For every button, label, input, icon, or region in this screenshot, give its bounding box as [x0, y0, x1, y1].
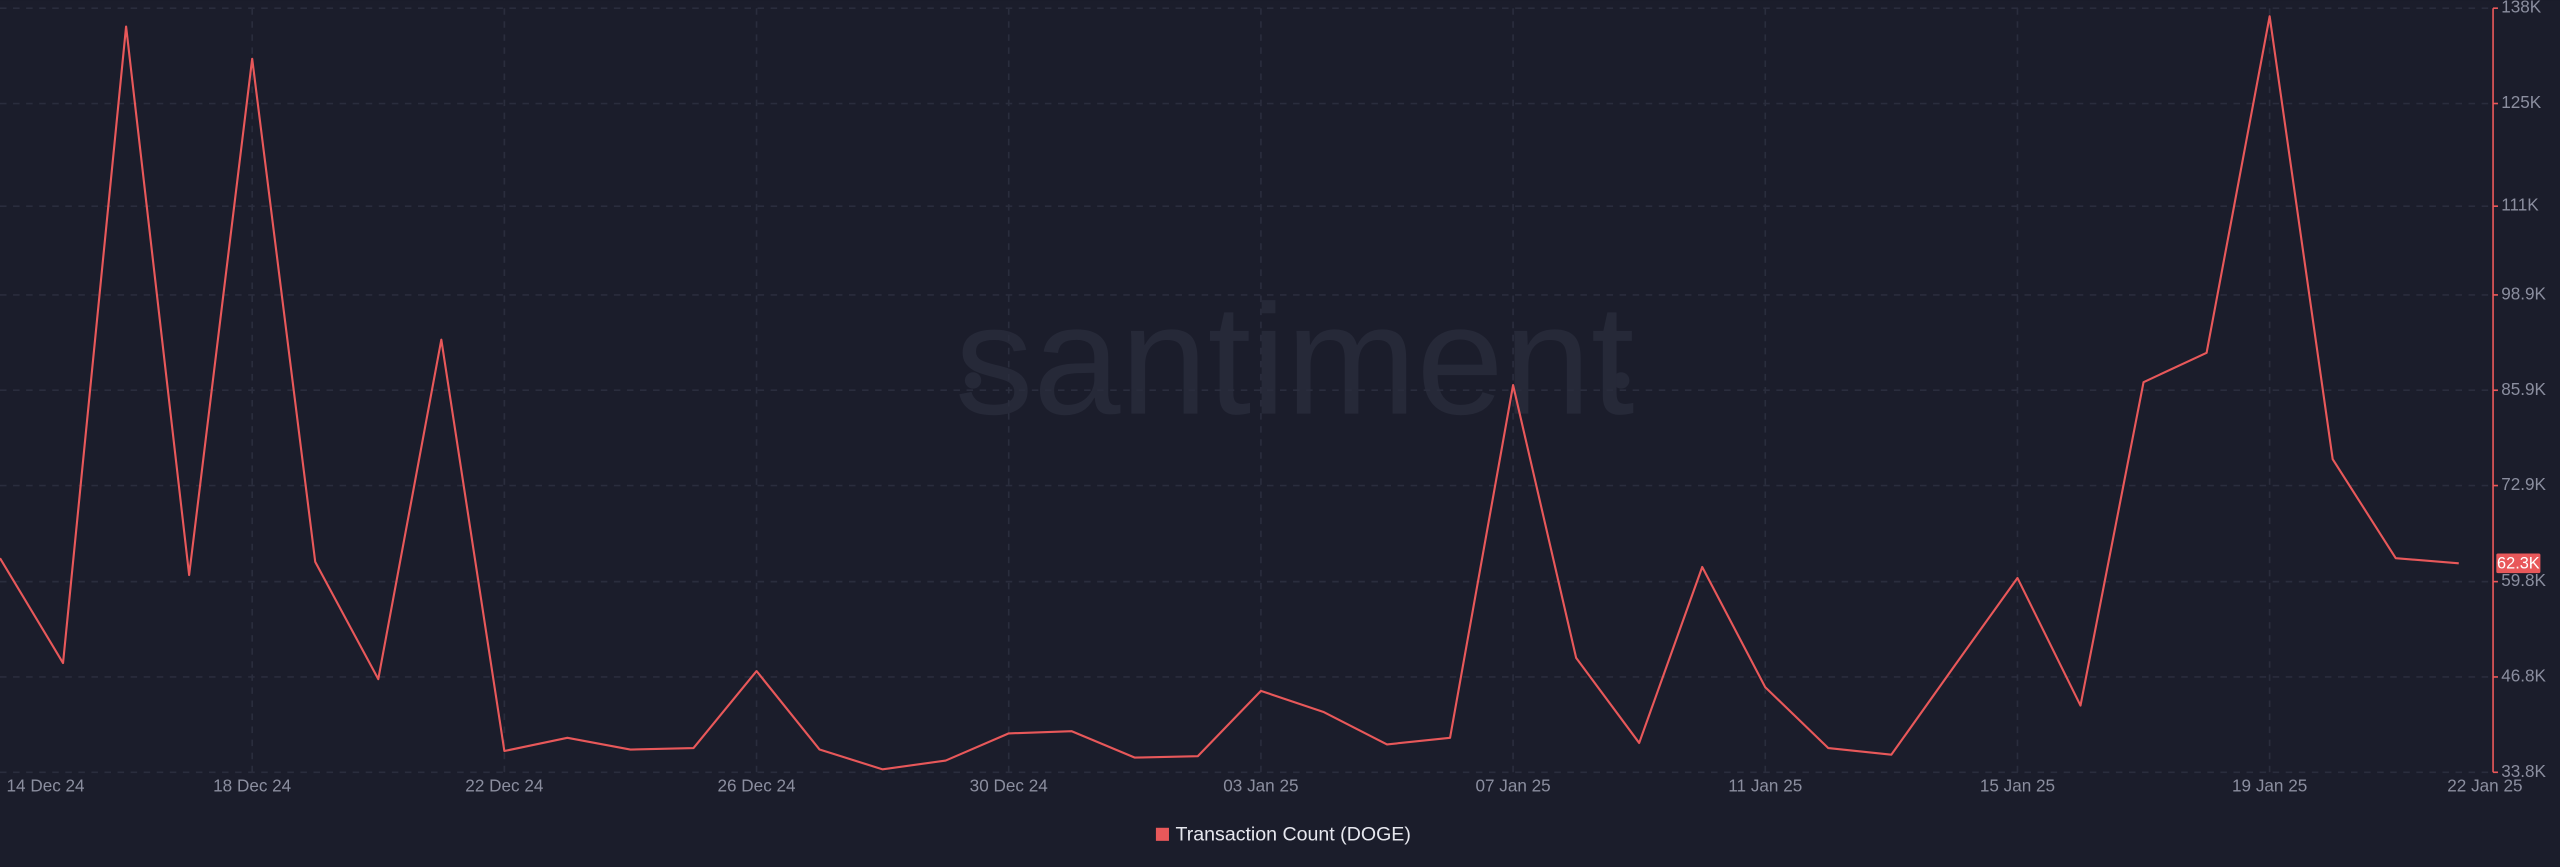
- y-tick-label: 138K: [2501, 0, 2542, 17]
- x-tick-label: 11 Jan 25: [1728, 776, 1802, 796]
- watermark: santiment: [955, 273, 1634, 448]
- y-tick-label: 46.8K: [2501, 665, 2546, 685]
- series-line: [0, 15, 2459, 771]
- x-tick-label: 22 Jan 25: [2447, 776, 2522, 796]
- last-value-label: 62.3K: [2497, 554, 2540, 572]
- x-tick-label: 26 Dec 24: [718, 776, 797, 796]
- x-tick-label: 14 Dec 24: [7, 776, 86, 796]
- y-tick-label: 33.8K: [2501, 761, 2546, 781]
- x-tick-label: 07 Jan 25: [1475, 776, 1550, 796]
- x-tick-label: 03 Jan 25: [1223, 776, 1298, 796]
- x-tick-label: 30 Dec 24: [970, 776, 1049, 796]
- y-tick-label: 111K: [2501, 195, 2539, 215]
- legend-label: Transaction Count (DOGE): [1176, 823, 1411, 845]
- y-tick-label: 125K: [2501, 92, 2542, 112]
- watermark-dot: [1613, 372, 1630, 389]
- x-tick-label: 22 Dec 24: [465, 776, 544, 796]
- x-tick-label: 19 Jan 25: [2232, 776, 2307, 796]
- x-tick-label: 18 Dec 24: [213, 776, 292, 796]
- y-tick-label: 85.9K: [2501, 379, 2546, 399]
- watermark-dot: [964, 372, 982, 389]
- legend-swatch: [1155, 827, 1169, 841]
- x-tick-label: 15 Jan 25: [1980, 776, 2055, 796]
- y-tick-label: 98.9K: [2501, 283, 2546, 303]
- y-tick-label: 59.8K: [2501, 570, 2546, 590]
- last-value-badge: [2496, 553, 2541, 574]
- y-tick-label: 72.9K: [2501, 474, 2546, 494]
